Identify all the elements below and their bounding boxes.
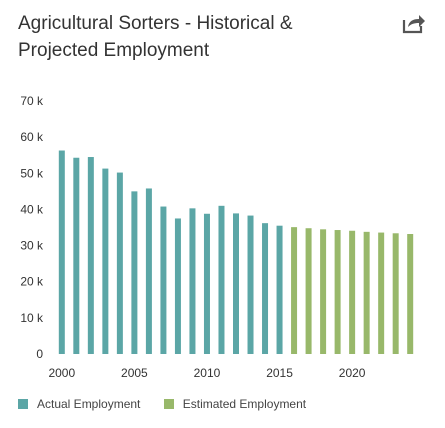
bar-actual[interactable] [203, 213, 210, 354]
x-tick-label: 2020 [339, 366, 366, 380]
bar-estimated[interactable] [378, 232, 385, 354]
y-tick-label: 70 k [20, 94, 44, 108]
bar-actual[interactable] [131, 191, 138, 354]
legend-item-actual[interactable]: Actual Employment [18, 397, 140, 411]
y-tick-label: 60 k [20, 130, 44, 144]
bar-estimated[interactable] [291, 227, 298, 354]
chart-title-line-1: Agricultural Sorters - Historical & [18, 13, 293, 34]
share-icon-graphic [402, 15, 425, 34]
y-tick-label: 30 k [20, 239, 44, 253]
bar-estimated[interactable] [349, 230, 356, 354]
y-tick-label: 10 k [20, 311, 44, 325]
bar-actual[interactable] [73, 157, 80, 354]
bar-actual[interactable] [233, 213, 239, 354]
bar-actual[interactable] [189, 208, 196, 354]
x-tick-label: 2000 [48, 366, 75, 380]
y-tick-label: 20 k [20, 275, 44, 289]
bar-actual[interactable] [276, 225, 283, 354]
bar-estimated[interactable] [392, 233, 399, 354]
x-tick-label: 2010 [194, 366, 221, 380]
y-tick-label: 50 k [20, 166, 44, 180]
share-icon[interactable] [401, 12, 427, 34]
bar-estimated[interactable] [363, 231, 370, 354]
legend-label-actual: Actual Employment [37, 397, 141, 411]
bar-estimated[interactable] [334, 230, 341, 354]
legend-label-estimated: Estimated Employment [182, 397, 307, 411]
bar-estimated[interactable] [305, 228, 312, 354]
y-tick-label: 40 k [20, 202, 44, 216]
bar-actual[interactable] [58, 150, 65, 354]
bar-actual[interactable] [87, 157, 94, 354]
bar-actual[interactable] [218, 205, 225, 354]
x-tick-label: 2005 [121, 366, 148, 380]
bar-actual[interactable] [174, 218, 181, 354]
legend: Actual Employment Estimated Employment [18, 397, 326, 412]
bar-actual[interactable] [102, 168, 109, 354]
bar-estimated[interactable] [407, 234, 414, 354]
bar-estimated[interactable] [320, 229, 327, 354]
bar-actual[interactable] [160, 206, 167, 354]
bar-actual[interactable] [262, 223, 269, 354]
x-tick-label: 2015 [266, 366, 293, 380]
bar-actual[interactable] [247, 215, 254, 354]
bar-actual[interactable] [116, 172, 123, 354]
bar-actual[interactable] [145, 188, 152, 354]
legend-swatch-estimated [163, 399, 174, 409]
y-tick-label: 0 [36, 347, 43, 361]
legend-swatch-actual [18, 399, 28, 409]
chart-title-line-2: Projected Employment [18, 40, 210, 61]
chart-title: Agricultural Sorters - Historical & Proj… [18, 10, 398, 64]
legend-item-estimated[interactable]: Estimated Employment [163, 397, 307, 411]
